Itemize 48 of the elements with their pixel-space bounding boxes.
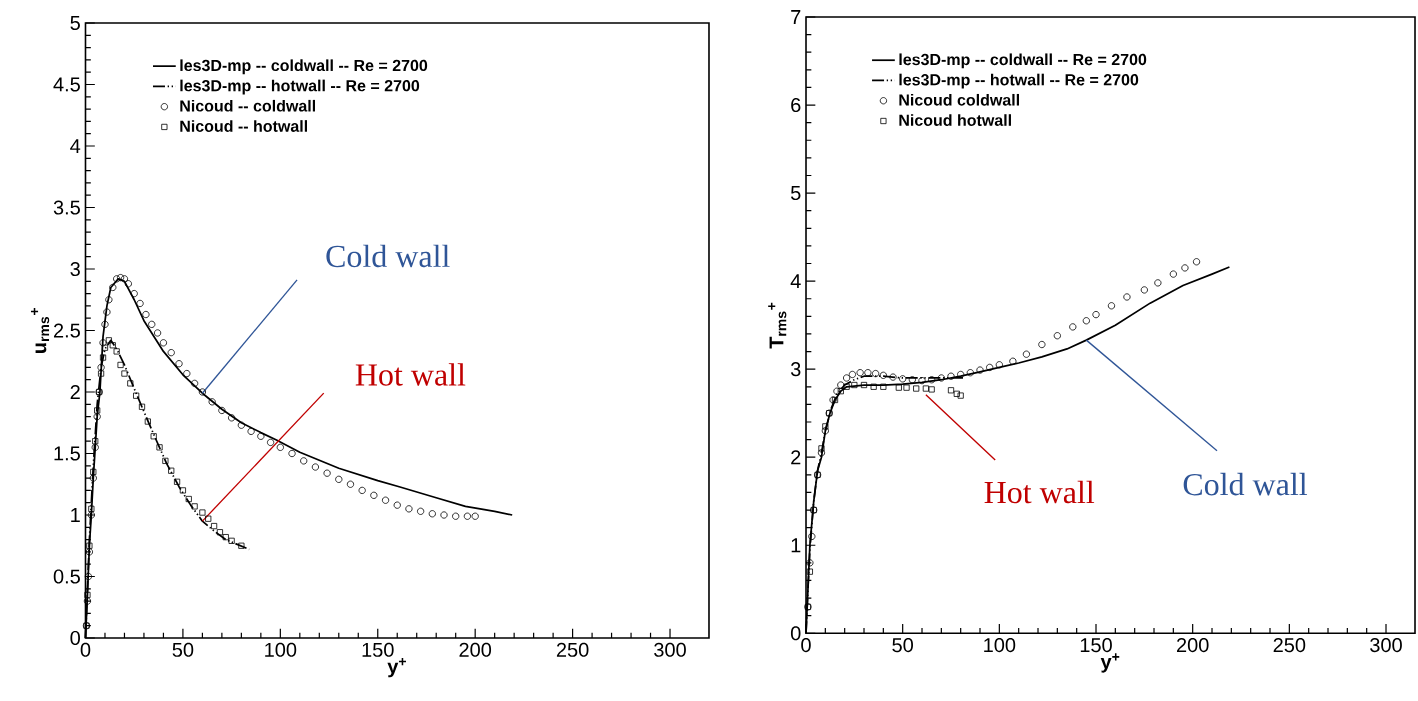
- x-tick-label: 0: [801, 638, 811, 653]
- y-tick-label: 2: [791, 450, 801, 465]
- y-axis-title: T$_{rms}$+: [768, 302, 787, 349]
- annotation: Cold wall: [326, 244, 450, 268]
- y-tick-label: 1.5: [54, 446, 80, 461]
- x-tick-label: 0: [80, 642, 91, 657]
- annotation: Hot wall: [984, 480, 1095, 504]
- y-axis-title: u$_{rms}$+: [30, 308, 50, 353]
- x-tick-label: 300: [654, 642, 686, 657]
- x-tick-label: 50: [892, 638, 913, 653]
- x-tick-label: 200: [1176, 638, 1209, 653]
- legend-label: les3D-mp -- hotwall -- Re = 2700: [180, 79, 420, 95]
- x-tick-label: 150: [1080, 638, 1112, 653]
- legend-label: Nicoud -- coldwall: [180, 99, 316, 112]
- y-tick-label: 0.5: [53, 569, 80, 584]
- y-tick-label: 4: [790, 274, 801, 289]
- legend-label: Nicoud hotwall: [899, 114, 1011, 126]
- y-tick-label: 6: [791, 97, 801, 113]
- x-tick-label: 300: [1370, 638, 1402, 653]
- x-tick-label: 50: [172, 642, 194, 657]
- x-axis-title: y$^{+}$: [1100, 653, 1120, 673]
- y-tick-label: 7: [791, 10, 801, 24]
- y-tick-label: 3.5: [53, 200, 80, 215]
- y-tick-label: 3: [790, 362, 801, 377]
- y-tick-label: 1: [71, 508, 80, 522]
- x-tick-label: 100: [265, 642, 297, 657]
- x-tick-label: 250: [556, 642, 589, 657]
- y-tick-label: 4: [70, 139, 81, 153]
- legend-label: Nicoud -- hotwall: [180, 120, 308, 132]
- y-tick-label: 2: [70, 385, 80, 399]
- annotation: Cold wall: [1183, 472, 1308, 496]
- x-tick-label: 250: [1273, 638, 1306, 653]
- y-tick-label: 4.5: [53, 77, 80, 92]
- x-tick-label: 150: [362, 642, 394, 657]
- x-tick-label: 200: [459, 642, 492, 657]
- y-tick-label: 5: [790, 186, 801, 201]
- x-tick-label: 100: [984, 638, 1016, 653]
- y-tick-label: 0: [790, 626, 801, 641]
- y-tick-label: 1: [791, 538, 801, 553]
- legend-label: les3D-mp -- hotwall -- Re = 2700: [899, 73, 1139, 89]
- y-tick-label: 3: [70, 261, 80, 277]
- annotation: Hot wall: [355, 363, 466, 386]
- y-tick-label: 2.5: [53, 323, 80, 338]
- legend-label: les3D-mp -- coldwall -- Re = 2700: [899, 53, 1147, 69]
- x-axis-title: y$^{+}$: [387, 658, 406, 678]
- legend-label: les3D-mp -- coldwall -- Re = 2700: [180, 59, 428, 75]
- legend-label: Nicoud coldwall: [899, 93, 1019, 106]
- y-tick-label: 5: [70, 16, 80, 30]
